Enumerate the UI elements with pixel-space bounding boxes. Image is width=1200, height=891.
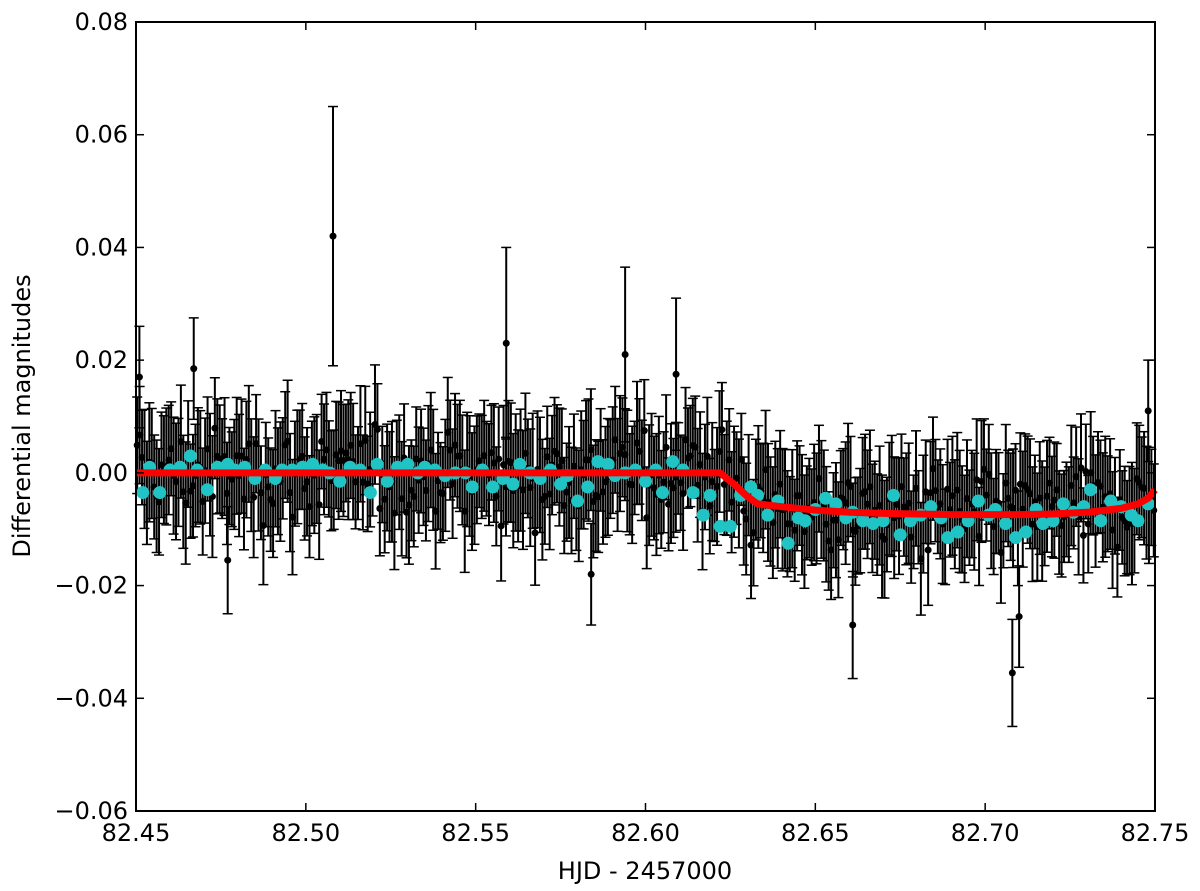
binned-point <box>666 455 680 469</box>
data-point <box>224 556 232 564</box>
data-point <box>718 426 726 434</box>
data-point <box>135 373 143 381</box>
binned-point <box>686 486 700 500</box>
y-tick-label: 0.08 <box>75 8 128 36</box>
data-point <box>924 546 932 554</box>
binned-point <box>893 528 907 542</box>
binned-point <box>1019 525 1033 539</box>
binned-point <box>903 514 917 528</box>
plot-frame <box>135 21 1156 812</box>
binned-point <box>819 491 833 505</box>
binned-point <box>200 483 214 497</box>
binned-point <box>401 457 415 471</box>
binned-point <box>856 514 870 528</box>
binned-point <box>486 480 500 494</box>
binned-point <box>581 480 595 494</box>
x-tick-label: 82.50 <box>271 819 340 847</box>
data-point <box>672 370 680 378</box>
data-point <box>1144 407 1152 415</box>
binned-point <box>136 486 150 500</box>
binned-point <box>183 449 197 463</box>
binned-point <box>941 531 955 545</box>
tick-labels: 82.45 82.50 82.55 82.60 82.65 82.70 82.75 −0.06… <box>54 8 1189 847</box>
data-point <box>640 427 648 435</box>
x-tick-label: 82.70 <box>951 819 1020 847</box>
binned-point <box>723 519 737 533</box>
binned-point <box>886 488 900 502</box>
data-point <box>190 365 198 373</box>
binned-point <box>781 536 795 550</box>
y-tick-label: −0.06 <box>54 797 128 825</box>
binned-point <box>999 517 1013 531</box>
y-tick-label: −0.02 <box>54 572 128 600</box>
data-point <box>495 455 503 463</box>
binned-point <box>363 486 377 500</box>
data-point <box>329 232 337 240</box>
data-point <box>315 501 323 509</box>
binned-point <box>591 455 605 469</box>
data-point <box>1008 669 1016 677</box>
binned-point <box>370 457 384 471</box>
binned-point <box>713 519 727 533</box>
data-point <box>373 425 381 433</box>
x-tick-label: 82.55 <box>441 819 510 847</box>
binned-point <box>465 480 479 494</box>
binned-point <box>971 494 985 508</box>
binned-point <box>571 494 585 508</box>
binned-point <box>696 508 710 522</box>
binned-point <box>1083 483 1097 497</box>
x-tick-label: 82.65 <box>781 819 850 847</box>
y-axis-title: Differential magnitudes <box>8 274 36 557</box>
binned-point <box>761 508 775 522</box>
binned-point <box>639 474 652 488</box>
binned-point <box>703 488 717 502</box>
y-tick-label: 0.06 <box>75 121 128 149</box>
data-point <box>502 339 510 347</box>
y-tick-label: 0.02 <box>75 346 128 374</box>
model-curve <box>136 469 1158 519</box>
x-tick-label: 82.75 <box>1121 819 1190 847</box>
x-tick-label: 82.60 <box>611 819 680 847</box>
y-tick-label: −0.04 <box>54 684 128 712</box>
binned-point <box>306 457 320 471</box>
data-point <box>1077 464 1085 472</box>
binned-point <box>829 497 843 511</box>
binned-point <box>513 457 527 471</box>
plot-background <box>136 22 1155 811</box>
binned-point <box>153 486 167 500</box>
binned-point <box>866 517 880 531</box>
y-tick-label: 0.04 <box>75 233 128 261</box>
data-point <box>250 493 258 501</box>
binned-point <box>506 477 520 491</box>
binned-point <box>655 486 669 500</box>
data-point <box>1079 531 1087 539</box>
binned-point <box>1131 514 1145 528</box>
x-axis-title: HJD - 2457000 <box>558 857 732 885</box>
data-point <box>662 443 670 451</box>
binned-point <box>380 474 394 488</box>
binned-point <box>1104 494 1118 508</box>
binned-point <box>951 525 965 539</box>
binned-point <box>1094 514 1108 528</box>
binned-point <box>798 514 812 528</box>
binned-point <box>1009 531 1023 545</box>
binned-point <box>1056 497 1070 511</box>
binned-point <box>333 474 347 488</box>
binned-point <box>876 514 890 528</box>
binned-point <box>924 500 938 514</box>
binned-point <box>1036 517 1050 531</box>
binned-point <box>601 457 615 471</box>
data-point <box>849 621 857 629</box>
data-point <box>587 570 595 578</box>
data-point <box>1015 613 1023 621</box>
y-tick-label: 0.00 <box>75 459 128 487</box>
data-point <box>621 351 629 359</box>
x-tick-label: 82.45 <box>102 819 171 847</box>
